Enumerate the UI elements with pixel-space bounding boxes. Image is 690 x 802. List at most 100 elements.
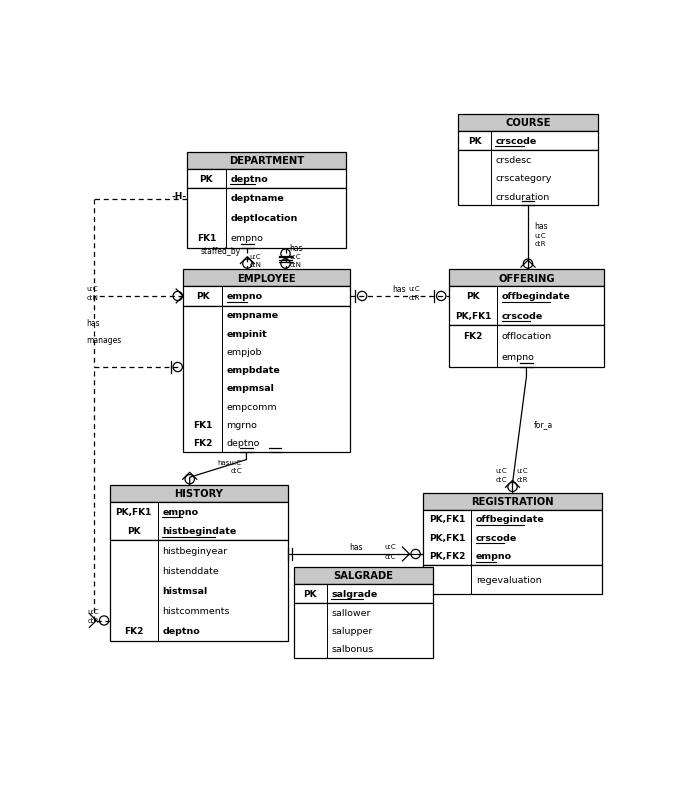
Bar	[183, 270, 350, 287]
Text: d:R: d:R	[408, 295, 420, 301]
Text: FK2: FK2	[463, 331, 483, 341]
Text: OFFERING: OFFERING	[498, 273, 555, 283]
Text: offbegindate: offbegindate	[502, 292, 571, 301]
Text: histbegindate: histbegindate	[162, 527, 237, 536]
Text: empno: empno	[226, 292, 263, 301]
Text: for_a: for_a	[534, 419, 553, 429]
Text: has: has	[348, 542, 362, 551]
Text: FK2: FK2	[124, 626, 144, 635]
Bar	[449, 270, 604, 287]
Text: d:N: d:N	[250, 261, 262, 268]
Bar	[110, 485, 288, 502]
Text: has: has	[289, 243, 303, 253]
Text: PK: PK	[468, 136, 482, 146]
Bar	[183, 306, 350, 452]
Text: deptname: deptname	[230, 194, 284, 203]
Text: empcomm: empcomm	[226, 402, 277, 411]
Text: d:C: d:C	[231, 467, 242, 473]
Text: deptno: deptno	[226, 439, 260, 448]
Bar	[449, 287, 604, 326]
Text: d:C: d:C	[495, 476, 507, 482]
Text: d:N: d:N	[289, 261, 302, 268]
Text: deptno: deptno	[230, 174, 268, 184]
Text: empname: empname	[226, 311, 279, 320]
Text: d:R: d:R	[516, 476, 528, 482]
Text: u:C: u:C	[86, 286, 98, 292]
Text: PK,FK1: PK,FK1	[455, 311, 491, 320]
Text: crscode: crscode	[476, 533, 518, 542]
Text: histcomments: histcomments	[162, 606, 230, 615]
Bar	[187, 152, 346, 169]
Text: FK1: FK1	[197, 234, 216, 243]
Text: salupper: salupper	[331, 626, 373, 635]
Text: crscode: crscode	[495, 136, 537, 146]
Text: empno: empno	[230, 234, 264, 243]
Text: histenddate: histenddate	[162, 566, 219, 575]
Text: empno: empno	[162, 508, 198, 516]
Text: deptlocation: deptlocation	[230, 214, 298, 223]
Text: u:C: u:C	[495, 467, 507, 473]
Text: PK: PK	[127, 527, 140, 536]
Text: has: has	[393, 285, 406, 294]
Text: PK: PK	[304, 589, 317, 598]
Text: crsdesc: crsdesc	[495, 156, 532, 164]
Text: has: has	[534, 222, 548, 231]
Text: regevaluation: regevaluation	[476, 576, 542, 585]
Text: mgrno: mgrno	[226, 420, 257, 429]
Text: empinit: empinit	[226, 329, 267, 338]
Text: crsduration: crsduration	[495, 192, 550, 201]
Text: COURSE: COURSE	[505, 118, 551, 128]
Text: salgrade: salgrade	[331, 589, 377, 598]
Text: d:N: d:N	[86, 295, 98, 301]
Text: has: has	[86, 318, 100, 327]
Text: FK1: FK1	[193, 420, 213, 429]
Text: crscategory: crscategory	[495, 174, 552, 183]
Text: empno: empno	[476, 552, 512, 561]
Bar	[458, 151, 598, 206]
Text: d:C: d:C	[384, 553, 396, 559]
Text: REGISTRATION: REGISTRATION	[471, 496, 554, 507]
Text: offlocation: offlocation	[502, 331, 552, 341]
Bar	[110, 502, 288, 541]
Bar	[294, 603, 433, 658]
Text: PK: PK	[199, 174, 213, 184]
Text: PK,FK1: PK,FK1	[115, 508, 152, 516]
Bar	[449, 326, 604, 367]
Text: -H-: -H-	[172, 192, 187, 200]
Text: staffed_by: staffed_by	[200, 247, 240, 256]
Text: PK,FK2: PK,FK2	[429, 552, 466, 561]
Text: d:R: d:R	[534, 241, 546, 246]
Text: EMPLOYEE: EMPLOYEE	[237, 273, 296, 283]
Text: empmsal: empmsal	[226, 384, 275, 393]
Text: u:C: u:C	[88, 609, 99, 614]
Text: PK: PK	[196, 292, 209, 301]
Text: u:C: u:C	[384, 544, 396, 549]
Bar	[424, 510, 602, 565]
Text: deptno: deptno	[162, 626, 200, 635]
Text: u:C: u:C	[250, 254, 262, 260]
Text: SALGRADE: SALGRADE	[334, 570, 394, 581]
Text: d:R: d:R	[88, 618, 99, 624]
Text: u:C: u:C	[408, 286, 420, 292]
Text: u:C: u:C	[289, 254, 301, 260]
Bar	[424, 565, 602, 594]
Text: empno: empno	[502, 353, 535, 362]
Text: empjob: empjob	[226, 347, 262, 356]
Text: offbegindate: offbegindate	[476, 515, 545, 524]
Text: FK2: FK2	[193, 439, 213, 448]
Text: DEPARTMENT: DEPARTMENT	[229, 156, 304, 166]
Text: sallower: sallower	[331, 608, 371, 617]
Bar	[458, 132, 598, 151]
Text: hasu:C: hasu:C	[217, 460, 241, 465]
Bar	[110, 541, 288, 641]
Text: manages: manages	[86, 335, 121, 344]
Bar	[294, 584, 433, 603]
Text: PK,FK1: PK,FK1	[429, 515, 466, 524]
Text: u:C: u:C	[516, 467, 528, 473]
Text: histmsal: histmsal	[162, 586, 208, 595]
Bar	[458, 115, 598, 132]
Text: PK: PK	[466, 292, 480, 301]
Bar	[183, 287, 350, 306]
Text: HISTORY: HISTORY	[174, 489, 223, 499]
Text: histbeginyear: histbeginyear	[162, 546, 228, 555]
